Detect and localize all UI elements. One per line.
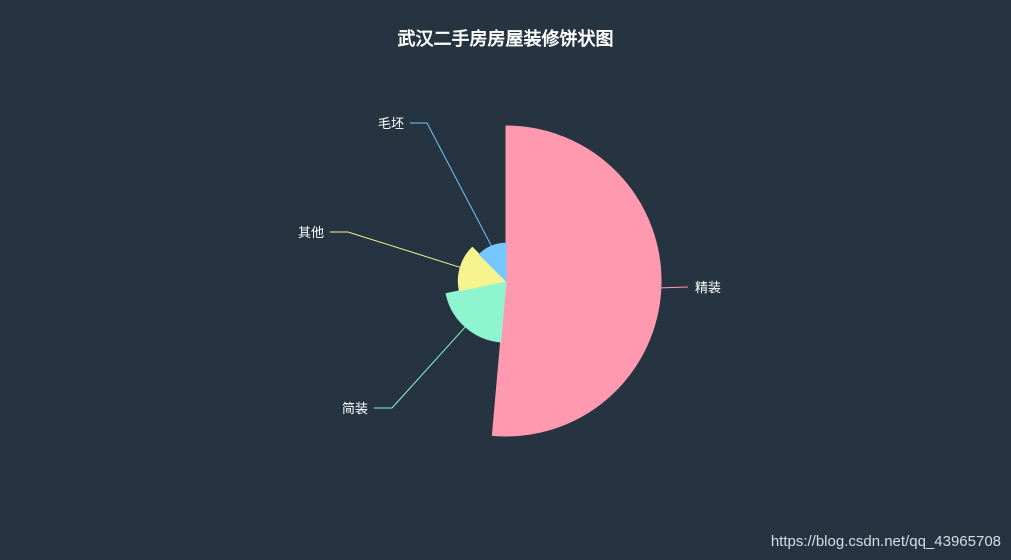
label-line-1: [374, 326, 466, 409]
label-line-2: [330, 231, 461, 268]
rose-slice-2[interactable]: [457, 246, 508, 292]
slice-label-0: 精装: [695, 281, 721, 296]
label-line-0: [660, 286, 689, 289]
watermark: https://blog.csdn.net/qq_43965708: [770, 533, 1001, 550]
label-line-3: [410, 122, 493, 247]
slice-label-3: 毛坯: [378, 117, 404, 132]
rose-slice-0[interactable]: [491, 125, 662, 437]
slice-label-2: 其他: [298, 226, 324, 241]
slice-label-1: 简装: [342, 401, 368, 417]
chart-title: 武汉二手房房屋装修饼状图: [397, 29, 614, 50]
rose-slice-1[interactable]: [445, 280, 507, 343]
